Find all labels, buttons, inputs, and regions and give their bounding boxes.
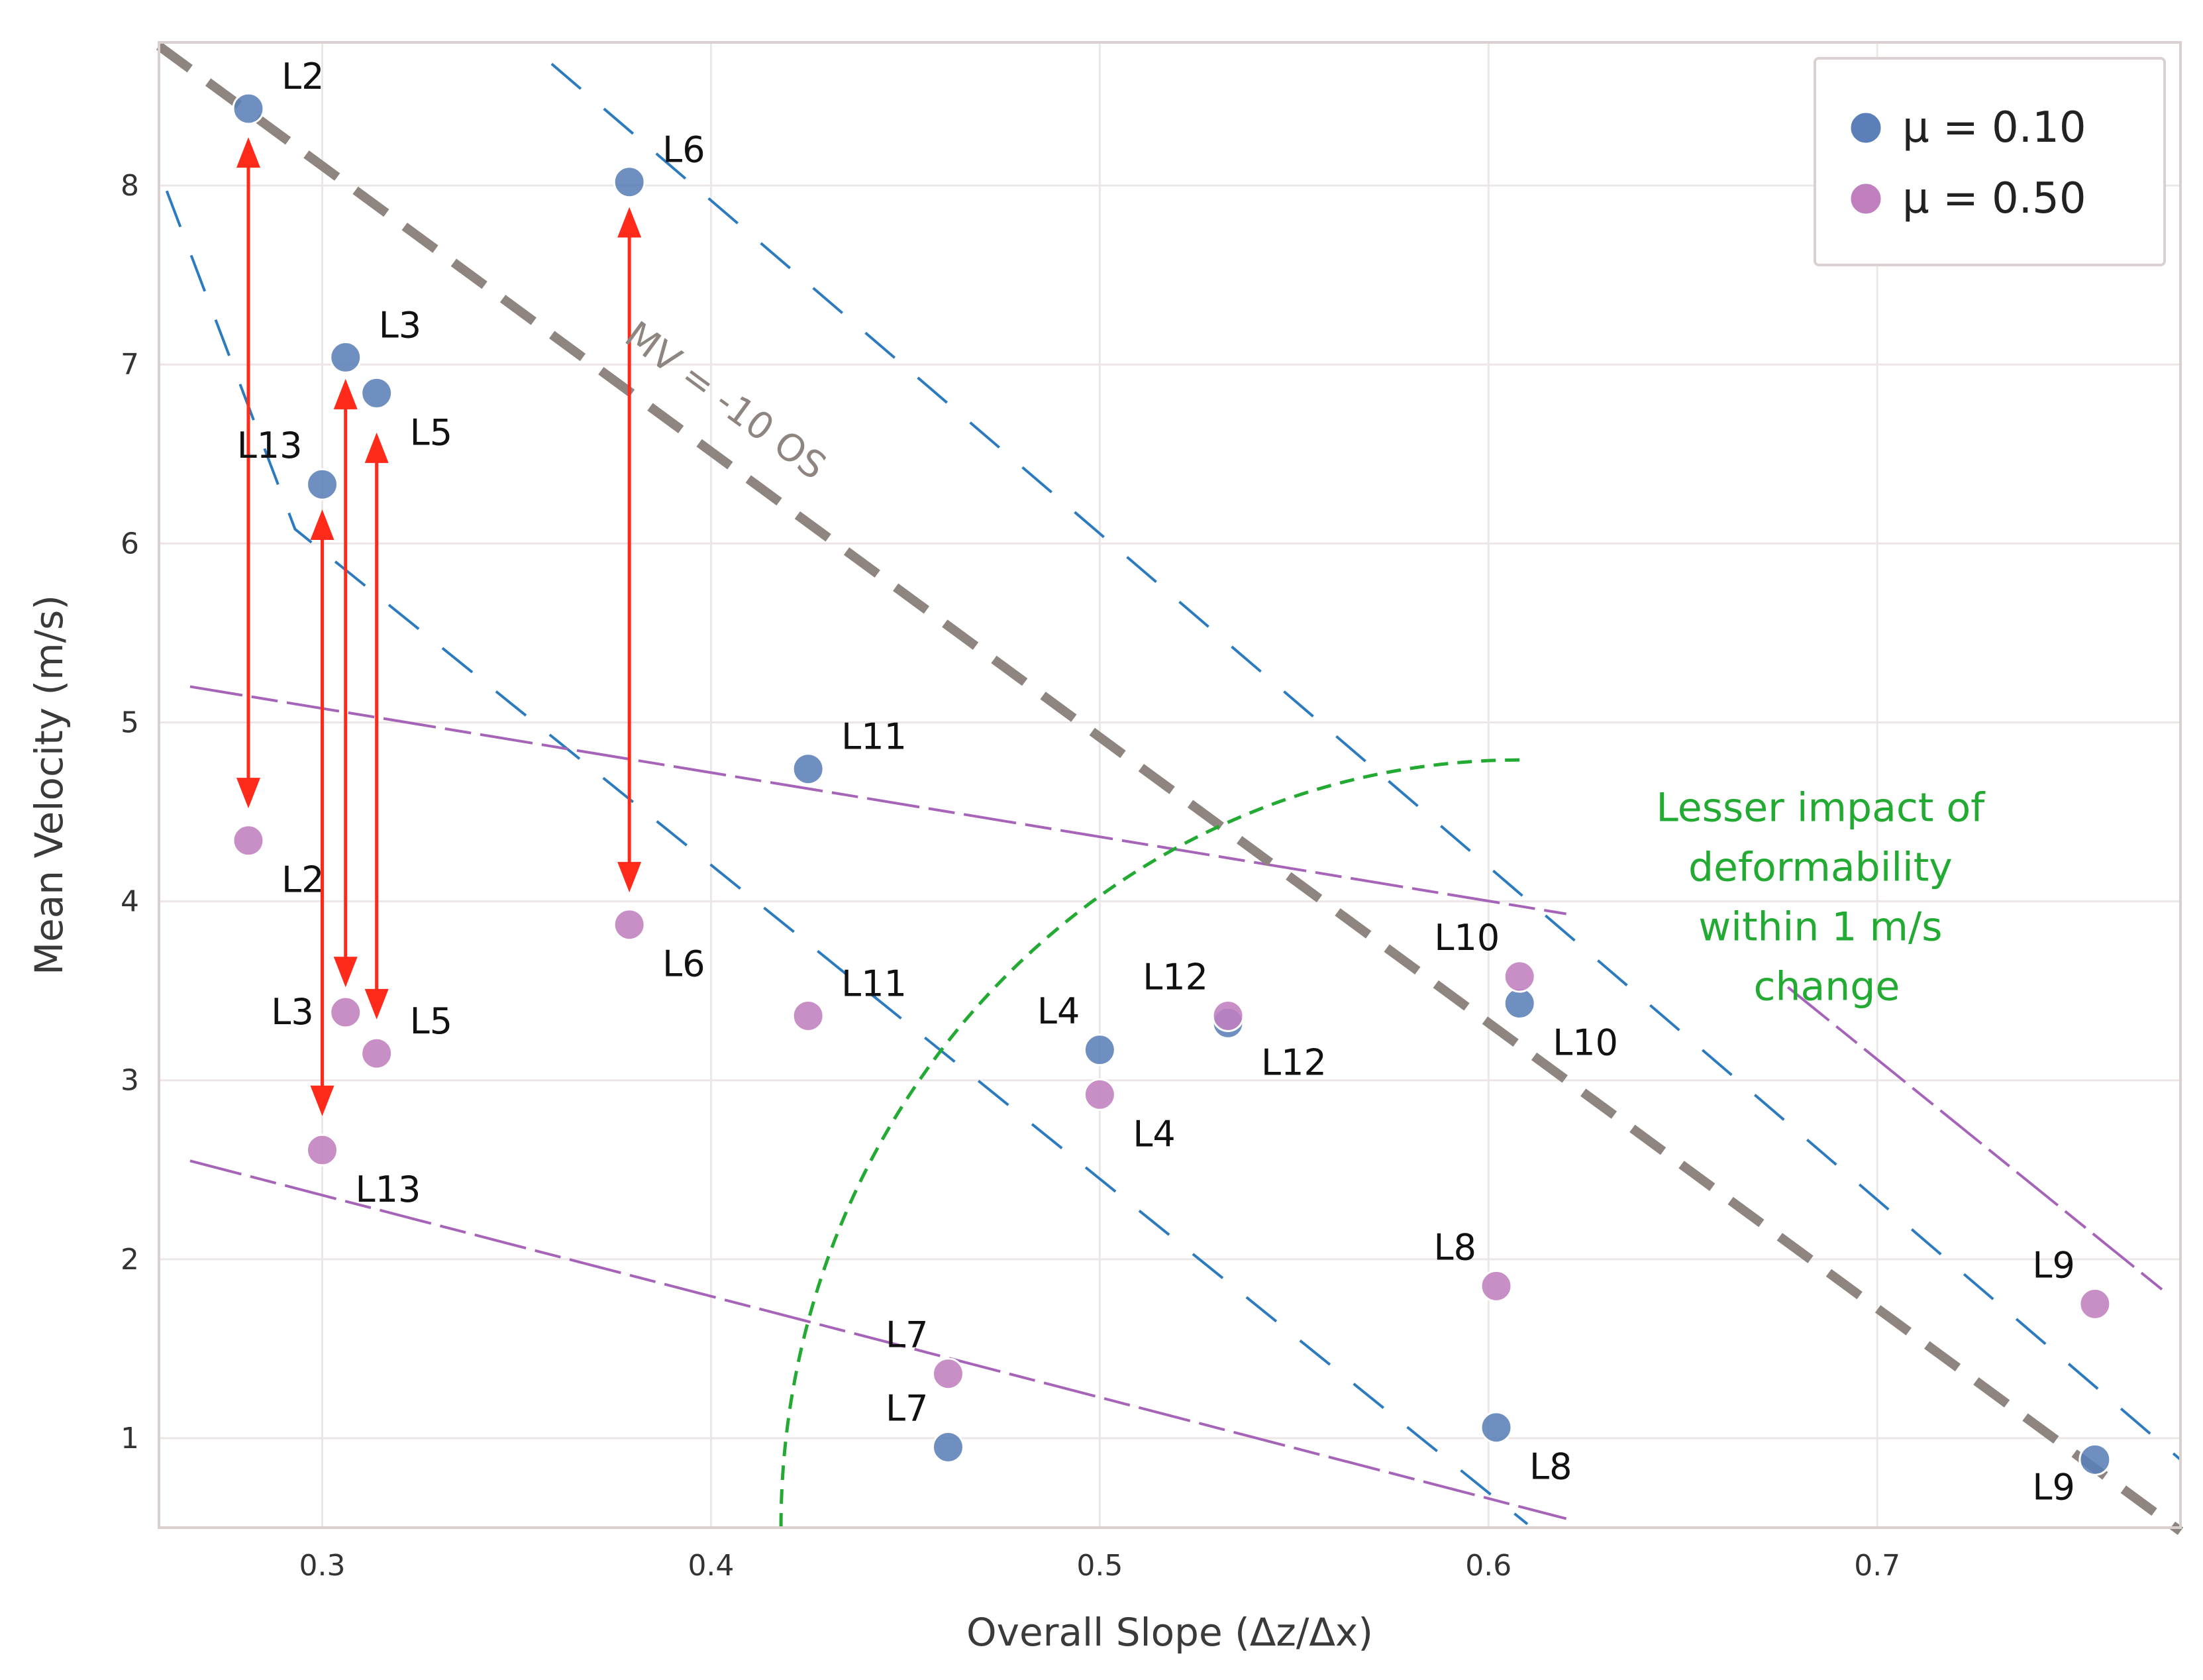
x-tick-label: 0.5 bbox=[1076, 1549, 1123, 1583]
y-tick-label: 8 bbox=[121, 169, 139, 203]
x-tick-label: 0.3 bbox=[299, 1549, 346, 1583]
point-label-l6: L6 bbox=[662, 129, 705, 171]
arrow-head-down bbox=[617, 862, 642, 893]
arrow-head-down bbox=[236, 778, 260, 809]
data-point-l3 bbox=[329, 996, 362, 1029]
arrows bbox=[236, 137, 642, 1116]
point-label-l10: L10 bbox=[1434, 917, 1500, 959]
point-label-l4: L4 bbox=[1133, 1113, 1175, 1155]
point-label-l6: L6 bbox=[662, 943, 705, 985]
data-point-l6 bbox=[613, 166, 646, 199]
point-label-l13: L13 bbox=[237, 425, 303, 466]
arrow-head-down bbox=[333, 957, 358, 988]
data-point-l11 bbox=[792, 753, 825, 786]
data-points bbox=[232, 92, 2112, 1476]
point-label-l10: L10 bbox=[1553, 1022, 1618, 1064]
point-label-l3: L3 bbox=[379, 304, 421, 346]
point-label-l9: L9 bbox=[2032, 1244, 2075, 1286]
data-point-l4 bbox=[1083, 1033, 1116, 1067]
annotation-line-2: deformability bbox=[1688, 845, 1953, 891]
blue-dashed-line bbox=[550, 62, 2182, 1461]
data-point-l9 bbox=[2078, 1443, 2112, 1476]
point-label-l11: L11 bbox=[841, 963, 907, 1004]
arrow-head-up bbox=[333, 378, 358, 409]
point-label-l7: L7 bbox=[886, 1387, 928, 1429]
point-label-l13: L13 bbox=[356, 1169, 421, 1210]
data-point-l13 bbox=[306, 468, 339, 501]
annotation-text: Lesser impact of deformability within 1 … bbox=[1656, 785, 1997, 1010]
data-point-l7 bbox=[931, 1357, 964, 1391]
data-point-l8 bbox=[1480, 1411, 1513, 1444]
x-axis-title: Overall Slope (Δz/Δx) bbox=[966, 1610, 1373, 1655]
purple-dashed-line bbox=[189, 685, 1566, 916]
point-label-l11: L11 bbox=[841, 716, 907, 758]
point-label-l5: L5 bbox=[410, 1000, 452, 1042]
data-point-l6 bbox=[613, 908, 646, 941]
annotation-line-4: change bbox=[1753, 964, 1900, 1010]
y-tick-label: 3 bbox=[121, 1064, 139, 1098]
axis-ticks: 0.3 0.4 0.5 0.6 0.7 1 2 3 4 5 6 7 8 bbox=[121, 169, 1900, 1583]
arrow-head-down bbox=[364, 988, 389, 1020]
x-tick-label: 0.6 bbox=[1465, 1549, 1511, 1583]
data-point-l13 bbox=[306, 1133, 339, 1167]
y-tick-label: 7 bbox=[121, 348, 139, 382]
legend-label-mu-010: μ = 0.10 bbox=[1902, 103, 2086, 152]
legend-marker-mu-050 bbox=[1849, 182, 1883, 216]
arrow-head-down bbox=[310, 1085, 334, 1116]
y-tick-label: 2 bbox=[121, 1243, 139, 1277]
guide-lines bbox=[156, 42, 2184, 1536]
data-point-l7 bbox=[931, 1430, 964, 1463]
data-point-l10 bbox=[1503, 960, 1536, 993]
data-point-l9 bbox=[2078, 1287, 2112, 1320]
green-dashed-curve bbox=[779, 758, 1520, 1528]
arrow-head-up bbox=[364, 432, 389, 463]
point-label-l2: L2 bbox=[282, 56, 324, 97]
y-tick-label: 5 bbox=[121, 706, 139, 739]
y-tick-label: 4 bbox=[121, 885, 139, 919]
arrow-head-up bbox=[236, 137, 260, 168]
legend-marker-mu-010 bbox=[1849, 111, 1883, 145]
point-label-l3: L3 bbox=[271, 991, 313, 1033]
arrow-head-up bbox=[617, 207, 642, 238]
data-point-l12 bbox=[1211, 999, 1245, 1032]
legend-box bbox=[1814, 57, 2166, 266]
point-label-l9: L9 bbox=[2032, 1466, 2075, 1508]
point-label-l2: L2 bbox=[282, 859, 324, 901]
point-label-l7: L7 bbox=[886, 1314, 928, 1356]
purple-dashed-line bbox=[1786, 986, 2170, 1296]
legend-label-mu-050: μ = 0.50 bbox=[1902, 174, 2086, 223]
data-point-l5 bbox=[360, 376, 393, 409]
point-label-l4: L4 bbox=[1037, 990, 1080, 1032]
data-point-l2 bbox=[232, 824, 265, 857]
data-point-l3 bbox=[329, 341, 362, 374]
data-point-l2 bbox=[232, 92, 265, 125]
blue-dashed-line bbox=[165, 190, 1529, 1526]
y-tick-label: 6 bbox=[121, 527, 139, 560]
annotation-line-3: within 1 m/s bbox=[1698, 904, 1942, 951]
reference-line-mv-10os bbox=[156, 42, 2184, 1536]
legend: μ = 0.10 μ = 0.50 bbox=[1814, 57, 2166, 266]
x-tick-label: 0.7 bbox=[1854, 1549, 1900, 1583]
point-label-l12: L12 bbox=[1143, 956, 1208, 998]
data-point-l8 bbox=[1480, 1269, 1513, 1302]
point-label-l8: L8 bbox=[1434, 1226, 1476, 1268]
purple-dashed-line bbox=[189, 1159, 1567, 1520]
data-point-l11 bbox=[792, 999, 825, 1032]
point-labels: L2 L6 L3 L5 L13 L11 L4 L12 L10 L7 L8 L9 L2 L6 L11 L3 L5 L… bbox=[237, 56, 2075, 1508]
x-tick-label: 0.4 bbox=[688, 1549, 734, 1583]
point-label-l12: L12 bbox=[1261, 1041, 1327, 1083]
point-label-l8: L8 bbox=[1529, 1446, 1572, 1488]
y-tick-label: 1 bbox=[121, 1422, 139, 1455]
grid bbox=[159, 42, 2180, 1528]
arrow-head-up bbox=[310, 509, 334, 541]
plot-frame bbox=[158, 41, 2182, 1529]
annotation-line-1: Lesser impact of bbox=[1656, 785, 1986, 831]
point-label-l5: L5 bbox=[410, 411, 452, 453]
y-axis-title: Mean Velocity (m/s) bbox=[26, 595, 72, 975]
data-point-l4 bbox=[1083, 1078, 1116, 1111]
data-point-l5 bbox=[360, 1037, 393, 1070]
